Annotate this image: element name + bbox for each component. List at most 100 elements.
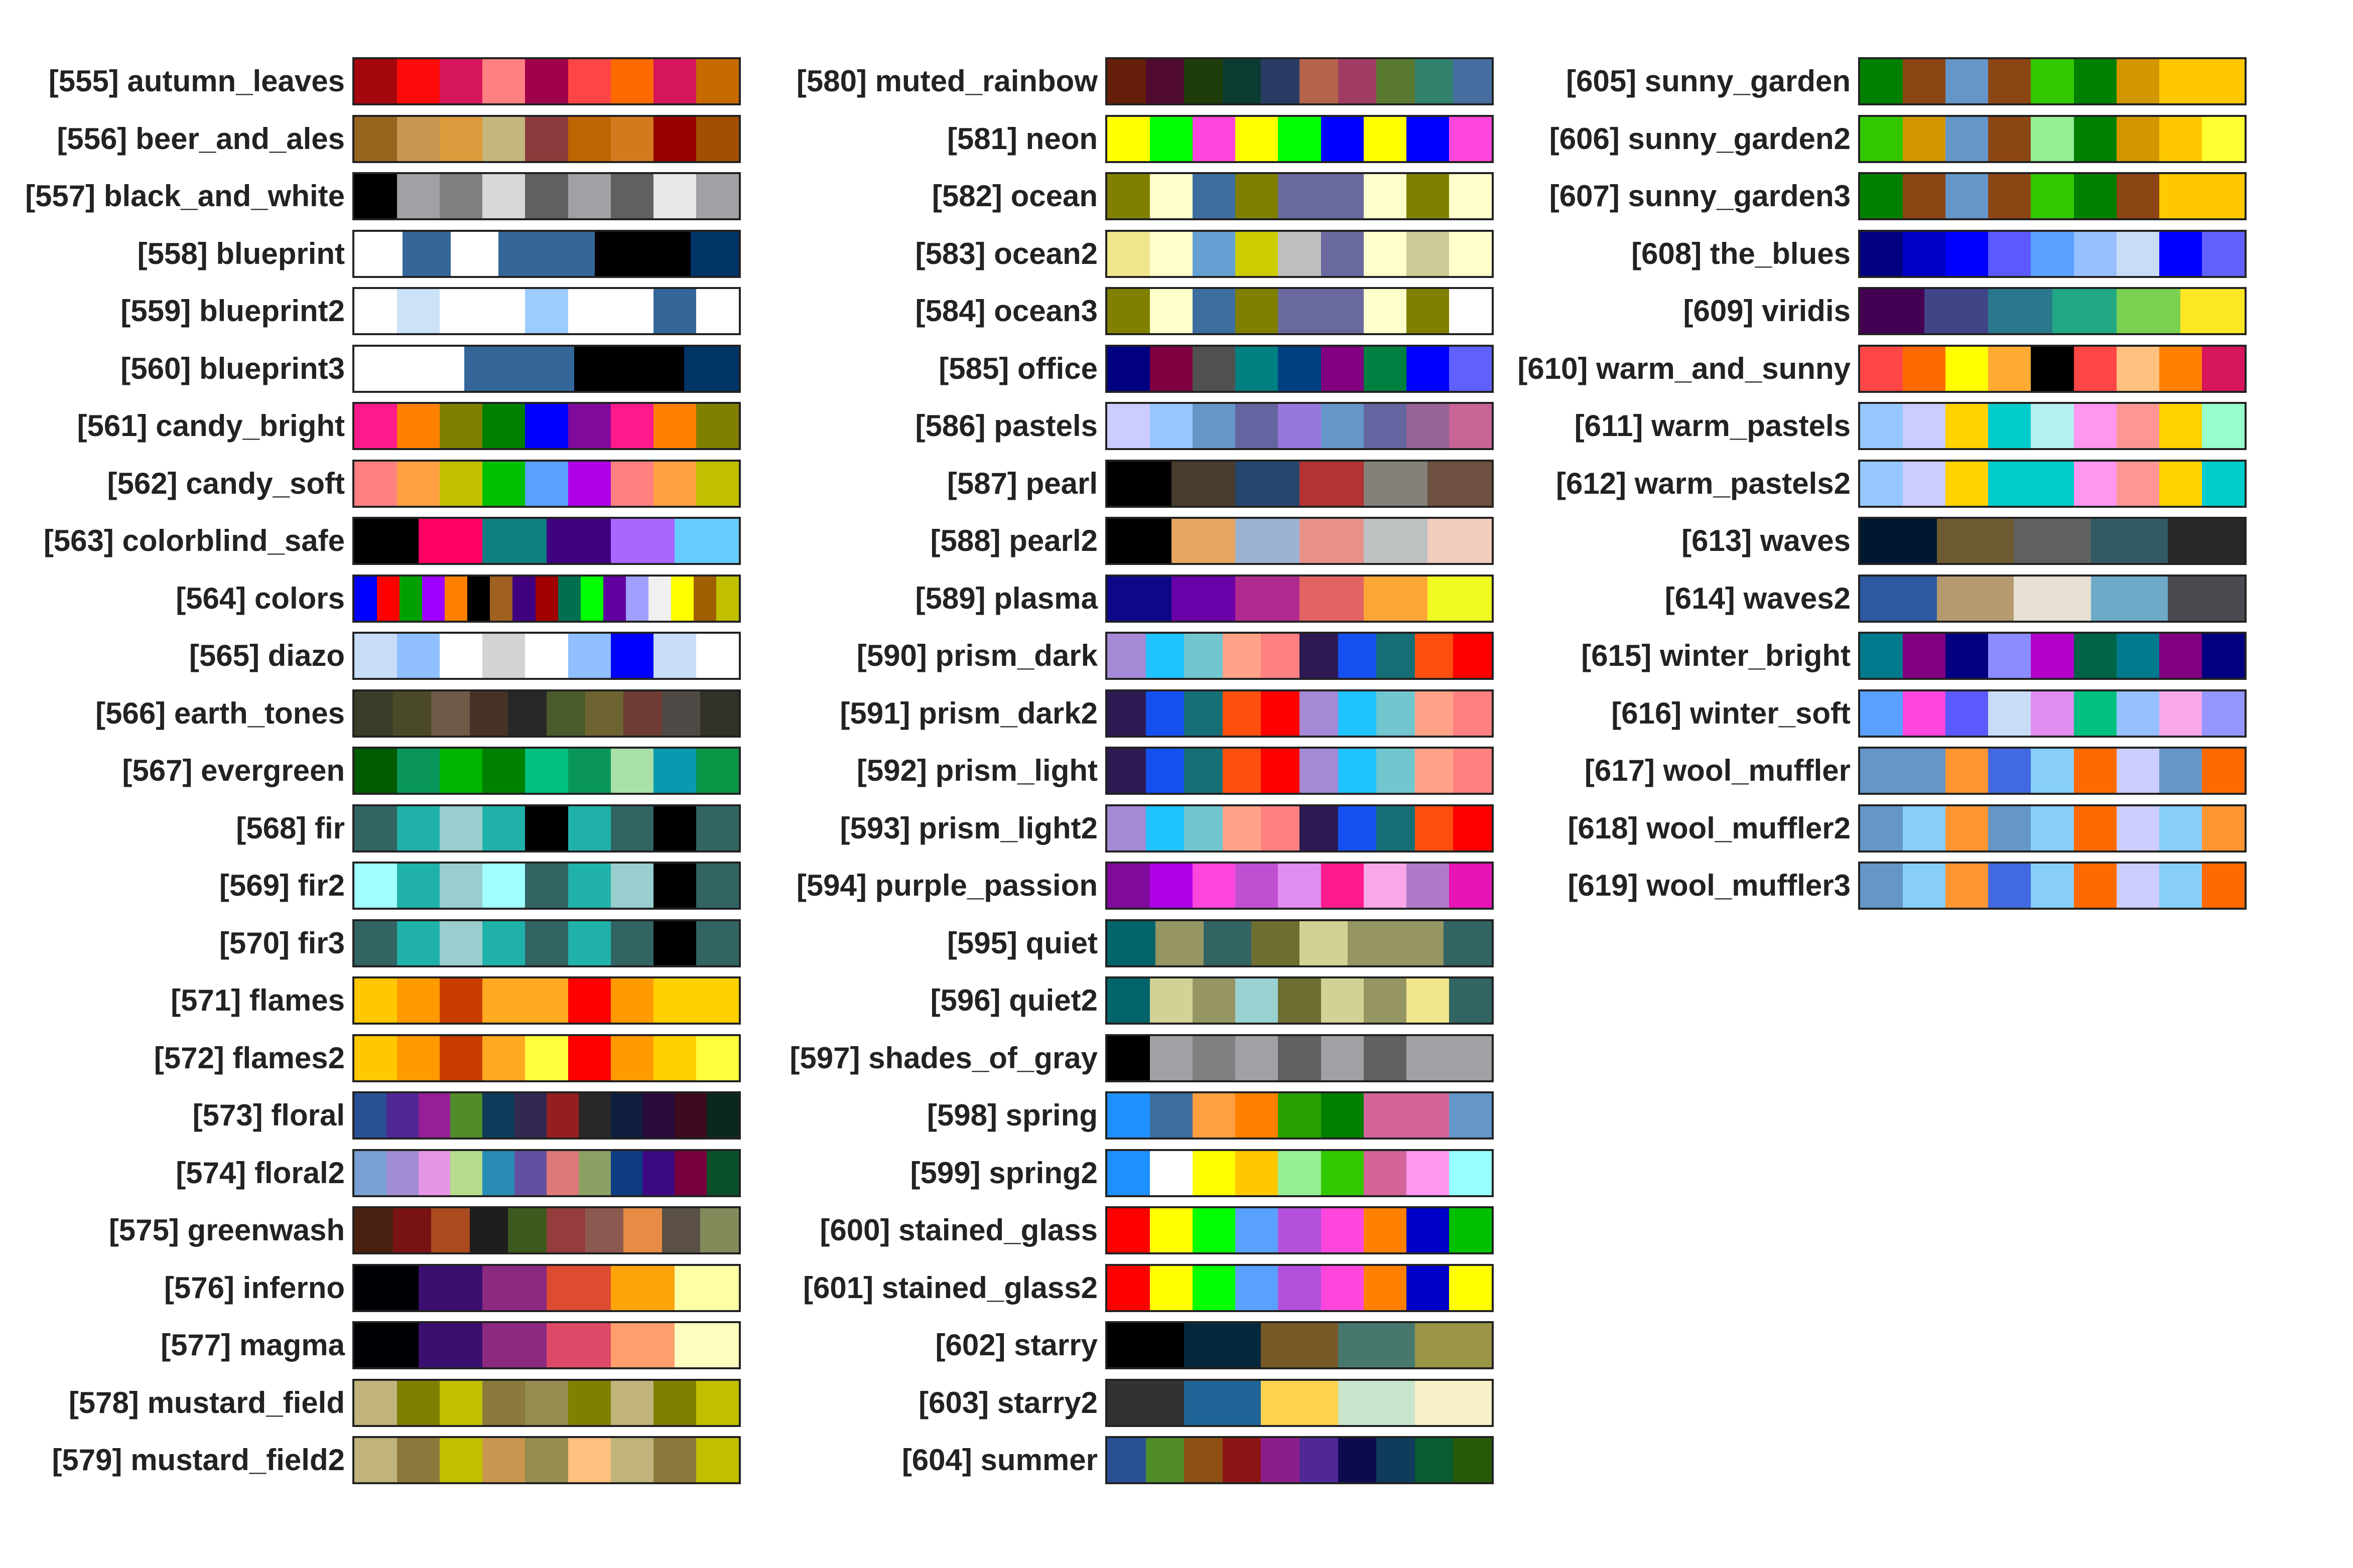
palette-swatch [1105, 57, 1494, 105]
color-chip [1184, 1380, 1261, 1425]
color-chip [653, 1036, 696, 1080]
color-chip [512, 576, 536, 621]
color-chip [716, 576, 739, 621]
color-chip [1107, 1093, 1150, 1137]
color-chip [1903, 749, 1946, 793]
color-chip [1945, 691, 1989, 736]
color-chip [696, 116, 739, 161]
color-chip [2159, 806, 2202, 850]
color-chip [1150, 346, 1193, 391]
color-chip [1235, 864, 1278, 908]
palette-label: [599] spring2 [910, 1156, 1098, 1190]
color-chip [653, 289, 696, 333]
color-chip [653, 978, 696, 1023]
color-chip [1860, 864, 1903, 908]
palette-row: [573] floral [0, 1091, 2353, 1139]
color-chip [2201, 806, 2245, 850]
color-chip [2073, 346, 2117, 391]
color-chip [1406, 1208, 1449, 1252]
color-chip [696, 174, 739, 218]
palette-label: [579] mustard_field2 [52, 1443, 345, 1477]
color-chip [610, 921, 653, 965]
palette-label: [585] office [939, 351, 1098, 385]
palette-row: [619] wool_muffler3 [0, 862, 2353, 910]
palette-swatch [1105, 229, 1494, 278]
color-chip [354, 1438, 398, 1482]
color-chip [418, 1151, 451, 1195]
color-chip [568, 1380, 611, 1425]
color-chip [397, 921, 440, 965]
color-chip [1278, 978, 1321, 1023]
color-chip [2031, 59, 2074, 103]
color-chip [1107, 346, 1150, 391]
palette-row: [603] starry2 [0, 1378, 2353, 1427]
palette-swatch [1858, 862, 2247, 910]
color-chip [696, 749, 739, 793]
color-chip [1184, 806, 1223, 850]
palette-swatch [352, 1378, 741, 1427]
color-chip [525, 921, 568, 965]
color-chip [1193, 404, 1236, 448]
palette-label: [557] black_and_white [25, 179, 345, 213]
color-chip [1107, 634, 1146, 678]
color-chip [397, 1438, 440, 1482]
color-chip [1193, 116, 1236, 161]
color-chip [1299, 576, 1364, 621]
color-chip [1145, 1438, 1185, 1482]
palette-swatch [1858, 229, 2247, 278]
palette-swatch [1105, 862, 1494, 910]
color-chip [1150, 1151, 1193, 1195]
color-chip [1321, 1036, 1364, 1080]
palette-row: [617] wool_muffler [0, 747, 2353, 795]
palette-label: [581] neon [947, 121, 1098, 156]
color-chip [422, 576, 445, 621]
color-chip [440, 404, 483, 448]
color-chip [1903, 174, 1946, 218]
color-chip [1945, 174, 1989, 218]
color-chip [1235, 116, 1278, 161]
palette-label: [568] fir [236, 811, 345, 845]
color-chip [1184, 1323, 1261, 1367]
palette-swatch [352, 689, 741, 738]
color-chip [1903, 404, 1946, 448]
palette-label: [582] ocean [932, 179, 1098, 213]
color-chip [1299, 749, 1338, 793]
palette-label: [593] prism_light2 [840, 811, 1098, 845]
color-chip [397, 634, 440, 678]
palette-label: [587] pearl [947, 466, 1098, 500]
color-chip [431, 691, 470, 736]
color-chip [1414, 691, 1454, 736]
color-chip [546, 691, 585, 736]
color-chip [2159, 864, 2202, 908]
color-chip [2201, 174, 2245, 218]
color-chip [354, 864, 398, 908]
palette-label: [572] flames2 [154, 1041, 345, 1075]
color-chip [610, 1036, 653, 1080]
palette-swatch [352, 402, 741, 450]
color-chip [610, 749, 653, 793]
color-chip [1107, 864, 1150, 908]
palette-swatch [1105, 1263, 1494, 1312]
palette-row: [604] summer [0, 1436, 2353, 1484]
palette-label: [607] sunny_garden3 [1549, 179, 1851, 213]
color-chip [675, 1151, 707, 1195]
palette-label: [603] starry2 [919, 1385, 1098, 1419]
color-chip [1145, 691, 1185, 736]
color-chip [2159, 634, 2202, 678]
palette-label: [571] flames [171, 983, 345, 1017]
color-chip [547, 1265, 611, 1310]
color-chip [1363, 1151, 1406, 1195]
palette-row: [587] pearl [0, 459, 2353, 508]
palette-row: [596] quiet2 [0, 976, 2353, 1025]
color-chip [508, 691, 547, 736]
color-chip [2073, 174, 2117, 218]
color-chip [1449, 864, 1492, 908]
color-chip [482, 59, 526, 103]
color-chip [354, 691, 393, 736]
color-chip [1150, 1265, 1193, 1310]
color-chip [675, 1265, 739, 1310]
color-chip [1278, 1151, 1321, 1195]
palette-swatch [352, 804, 741, 852]
color-chip [568, 921, 611, 965]
color-chip [1107, 1151, 1150, 1195]
